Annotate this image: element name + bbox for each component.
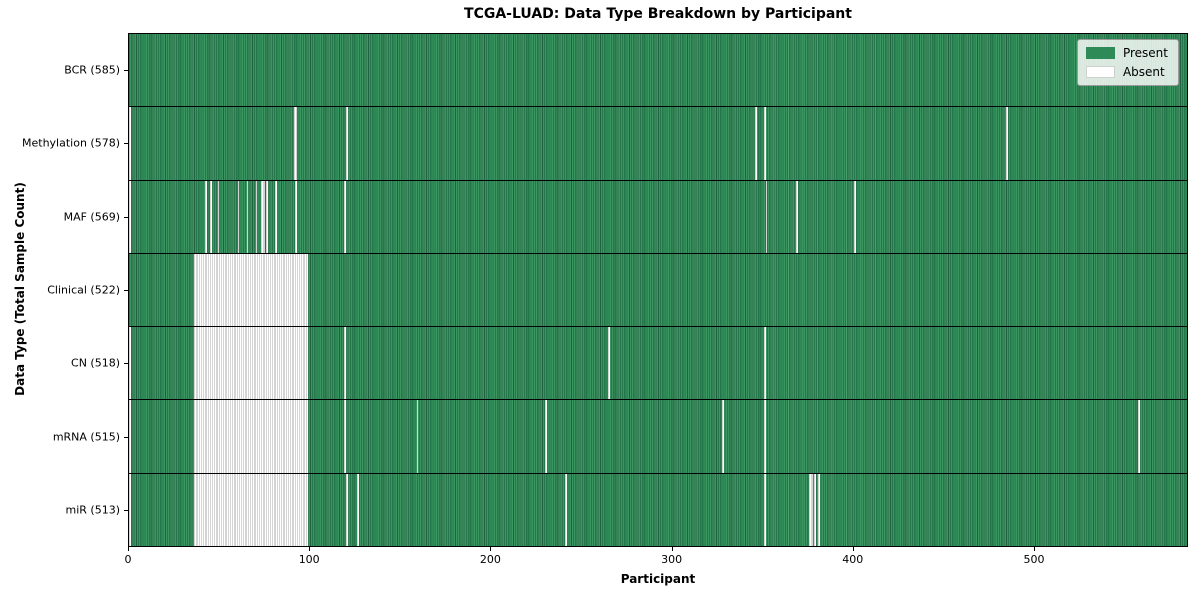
x-tick-mark: [671, 547, 673, 551]
x-tick-label-400: 400: [842, 553, 864, 566]
x-tick-labels: 0 100 200 300 400 500: [124, 547, 1188, 569]
absent-mark: [544, 400, 547, 473]
absent-mark: [754, 107, 757, 180]
absent-mark: [293, 107, 298, 180]
y-tick-mark: [124, 216, 128, 218]
absent-mark: [765, 180, 768, 253]
x-tick-label-300: 300: [661, 553, 683, 566]
heatmap-row-maf: [129, 179, 1187, 253]
heatmap-row-mir: [129, 472, 1187, 546]
y-tick-marks: [124, 33, 128, 547]
absent-mark: [210, 180, 213, 253]
heatmap-plot-area: Present Absent: [128, 33, 1188, 547]
x-axis-title: Participant: [620, 572, 696, 586]
legend-entry-absent: Absent: [1085, 65, 1168, 79]
absent-mark: [763, 107, 766, 180]
y-tick-label-clinical: Clinical (522): [47, 283, 120, 297]
absent-mark: [564, 473, 567, 546]
absent-mark: [129, 107, 131, 180]
x-tick-mark: [852, 547, 854, 551]
absent-mark: [722, 400, 724, 473]
legend: Present Absent: [1076, 39, 1179, 86]
x-tick-label-500: 500: [1023, 553, 1045, 566]
x-tick-label-0: 0: [124, 553, 132, 566]
absent-mark: [194, 473, 309, 546]
absent-mark: [275, 180, 278, 253]
absent-mark: [255, 180, 258, 253]
y-tick-label-bcr: BCR (585): [64, 63, 120, 77]
absent-mark: [814, 473, 817, 546]
legend-label-absent: Absent: [1122, 65, 1165, 79]
absent-mark: [344, 180, 346, 253]
y-tick-mark: [124, 143, 128, 145]
chart-title: TCGA-LUAD: Data Type Breakdown by Partic…: [464, 6, 852, 22]
absent-mark: [129, 180, 131, 253]
absent-mark: [1006, 107, 1008, 180]
absent-mark: [344, 327, 346, 400]
y-tick-mark: [124, 290, 128, 291]
absent-mark: [194, 400, 309, 473]
y-tick-mark: [124, 436, 128, 438]
x-tick-mark: [128, 547, 129, 551]
y-tick-label-cn: CN (518): [71, 356, 120, 370]
absent-mark: [346, 107, 348, 180]
absent-mark: [129, 473, 131, 546]
y-tick-mark: [124, 510, 128, 512]
absent-swatch: [1085, 66, 1115, 78]
absent-mark: [266, 180, 269, 253]
heatmap-row-bcr: [129, 34, 1187, 107]
absent-mark: [129, 327, 131, 400]
absent-mark: [204, 180, 207, 253]
absent-mark: [194, 253, 309, 327]
x-tick-mark: [309, 547, 311, 551]
absent-mark: [416, 400, 419, 473]
legend-label-present: Present: [1122, 46, 1168, 60]
present-swatch: [1085, 47, 1115, 59]
absent-mark: [194, 327, 309, 400]
x-tick-mark: [1033, 547, 1035, 551]
absent-mark: [818, 473, 820, 546]
legend-entry-present: Present: [1085, 46, 1168, 60]
absent-mark: [608, 327, 611, 400]
heatmap-row-mrna: [129, 399, 1187, 473]
y-tick-mark: [124, 363, 128, 365]
absent-mark: [295, 180, 298, 253]
x-tick-label-200: 200: [479, 553, 501, 566]
absent-mark: [346, 473, 348, 546]
y-tick-label-mrna: mRNA (515): [52, 430, 120, 444]
absent-mark: [237, 180, 240, 253]
absent-mark: [854, 180, 857, 253]
heatmap-row-clinical: [129, 252, 1187, 327]
absent-mark: [129, 400, 131, 473]
heatmap-row-methylation: [129, 106, 1187, 180]
y-tick-label-maf: MAF (569): [63, 210, 120, 224]
absent-mark: [356, 473, 359, 546]
absent-mark: [796, 180, 799, 253]
y-tick-label-methylation: Methylation (578): [22, 136, 120, 150]
absent-mark: [763, 400, 766, 473]
absent-mark: [217, 180, 220, 253]
y-tick-labels: BCR (585) Methylation (578) MAF (569) Clini…: [0, 33, 120, 547]
y-tick-label-mir: miR (513): [65, 503, 121, 517]
absent-mark: [809, 473, 813, 546]
absent-mark: [763, 473, 766, 546]
x-tick-label-100: 100: [298, 553, 320, 566]
heatmap-row-cn: [129, 326, 1187, 400]
y-tick-mark: [124, 69, 128, 71]
absent-mark: [344, 400, 346, 473]
x-tick-mark: [490, 547, 492, 551]
absent-mark: [261, 180, 265, 253]
absent-mark: [763, 327, 766, 400]
absent-mark: [1138, 400, 1140, 473]
absent-mark: [246, 180, 249, 253]
